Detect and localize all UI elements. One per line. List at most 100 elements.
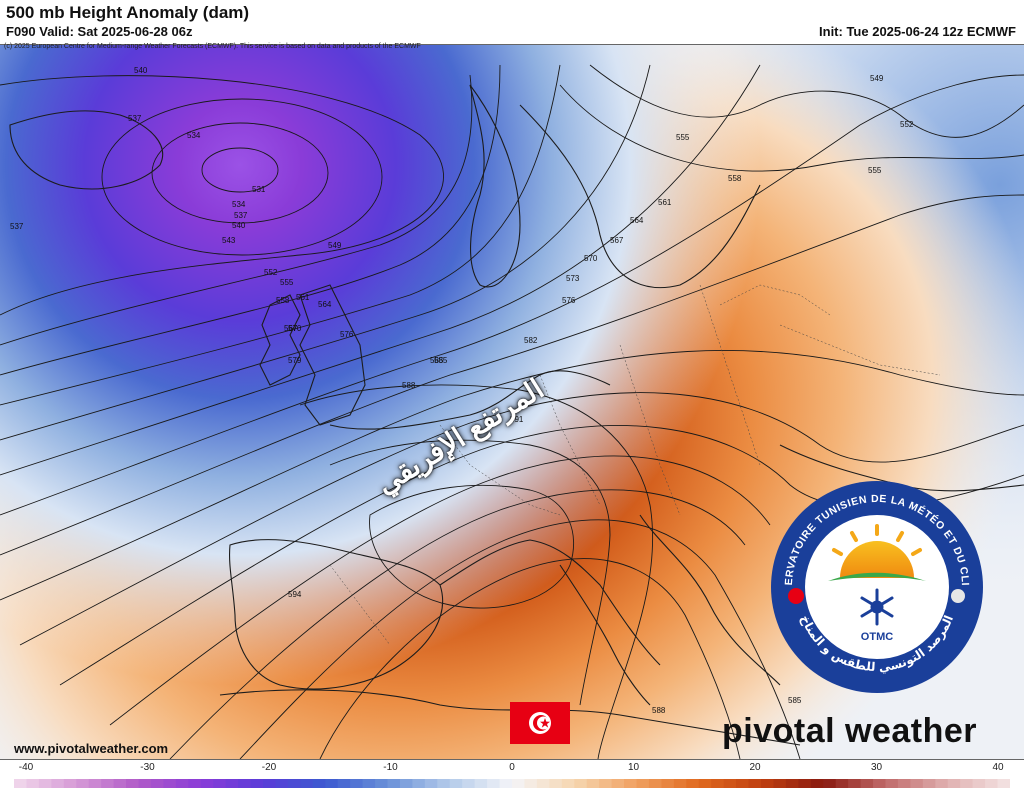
brand-text: pivotal weather — [722, 712, 978, 750]
contour-567 — [19, 392, 1024, 646]
otmc-abbrev: OTMC — [861, 631, 893, 643]
colorbar-swatch — [424, 779, 438, 788]
contour-label: 582 — [524, 336, 538, 345]
colorbar-swatch — [474, 779, 488, 788]
colorbar-swatch — [38, 779, 52, 788]
colorbar-swatch — [250, 779, 264, 788]
colorbar-swatch — [200, 779, 214, 788]
contour-564 — [0, 350, 1024, 601]
coast-iceland — [9, 110, 164, 190]
colorbar-swatch — [412, 779, 426, 788]
contour-label: 585 — [430, 356, 444, 365]
border-5 — [329, 564, 391, 646]
borders — [329, 284, 941, 646]
colorbar-swatch — [574, 779, 588, 788]
colorbar-swatch — [686, 779, 700, 788]
colorbar-swatch — [375, 779, 389, 788]
contour-label: 594 — [288, 590, 302, 599]
contour-label: 537 — [234, 211, 248, 220]
colorbar-swatch — [487, 779, 501, 788]
contour-label: 540 — [134, 66, 148, 75]
colorbar-swatch — [76, 779, 90, 788]
valid-time: F090 Valid: Sat 2025-06-28 06z — [6, 24, 193, 39]
contour-label: 564 — [630, 216, 644, 225]
contour-588 — [329, 439, 611, 706]
colorbar-swatch — [711, 779, 725, 788]
colorbar-swatch — [599, 779, 613, 788]
contour-label: 543 — [222, 236, 236, 245]
colorbar-swatch — [798, 779, 812, 788]
colorbar-tick-label: 10 — [627, 762, 640, 773]
contour-555-east — [559, 84, 1024, 172]
colorbar-swatch — [399, 779, 413, 788]
contour-label: 537 — [10, 222, 24, 231]
colorbar-swatch — [723, 779, 737, 788]
contour-573 — [109, 455, 771, 726]
contour-label: 570 — [288, 324, 302, 333]
coast-italy-boot — [559, 564, 651, 706]
leaf-icon — [828, 572, 926, 581]
colorbar-swatch — [897, 779, 911, 788]
tunisia-flag-icon — [510, 702, 570, 744]
contour-582 — [319, 558, 741, 759]
contour-label: 552 — [264, 268, 278, 277]
colorbar-swatch — [101, 779, 115, 788]
colorbar-swatch — [287, 779, 301, 788]
init-time: Init: Tue 2025-06-24 12z ECMWF — [819, 24, 1016, 39]
contour-label: 531 — [252, 185, 266, 194]
colorbar-swatch — [810, 779, 824, 788]
contour-534 — [151, 122, 329, 224]
coast-norway — [469, 84, 521, 288]
contour-591 — [369, 484, 574, 609]
colorbar-swatch — [698, 779, 712, 788]
colorbar-swatch — [648, 779, 662, 788]
sun-icon — [832, 524, 922, 578]
coastlines — [9, 84, 1024, 746]
colorbar-swatch — [885, 779, 899, 788]
colorbar-swatch — [225, 779, 239, 788]
otmc-logo: OBSERVATOIRE TUNISIEN DE LA MÉTÉO ET DU … — [763, 469, 986, 696]
colorbar-swatch — [213, 779, 227, 788]
copyright-notice: (c) 2025 European Centre for Medium-rang… — [4, 43, 421, 50]
colorbar-swatch — [835, 779, 849, 788]
colorbar-swatch — [536, 779, 550, 788]
contour-label: 558 — [276, 296, 290, 305]
colorbar-swatch — [150, 779, 164, 788]
colorbar-swatch — [362, 779, 376, 788]
contour-561 — [0, 194, 1024, 556]
colorbar-swatch — [736, 779, 750, 788]
colorbar-swatch — [175, 779, 189, 788]
border-1 — [439, 424, 561, 516]
contour-label: 588 — [652, 706, 666, 715]
colorbar-swatch — [636, 779, 650, 788]
contour-531 — [201, 147, 279, 193]
colorbar-swatch — [922, 779, 936, 788]
contour-552 — [0, 64, 651, 441]
contour-label: 576 — [340, 330, 354, 339]
contour-543 — [0, 74, 473, 346]
colorbar-swatch — [873, 779, 887, 788]
contour-576 — [169, 489, 746, 759]
contour-label: 549 — [870, 74, 884, 83]
colorbar-swatch — [860, 779, 874, 788]
colorbar-swatch — [611, 779, 625, 788]
colorbar-swatch — [325, 779, 339, 788]
colorbar-swatch — [985, 779, 999, 788]
colorbar-swatch — [337, 779, 351, 788]
contour-label: 555 — [676, 133, 690, 142]
website-url[interactable]: www.pivotalweather.com — [14, 741, 169, 756]
colorbar-swatch — [462, 779, 476, 788]
contour-label: 534 — [232, 200, 246, 209]
colorbar-tick-label: 30 — [870, 762, 883, 773]
colorbar-swatch — [113, 779, 127, 788]
colorbar-tick-label: 40 — [992, 762, 1004, 773]
colorbar-swatch — [275, 779, 289, 788]
colorbar-swatch — [138, 779, 152, 788]
colorbar-swatch — [673, 779, 687, 788]
colorbar-swatch — [960, 779, 974, 788]
contour-label: 564 — [318, 300, 332, 309]
contour-label: 585 — [434, 356, 448, 365]
pivotal-weather-brand: pivotal weather — [722, 712, 977, 751]
colorbar-swatch — [312, 779, 326, 788]
coast-france-italy — [439, 539, 661, 666]
